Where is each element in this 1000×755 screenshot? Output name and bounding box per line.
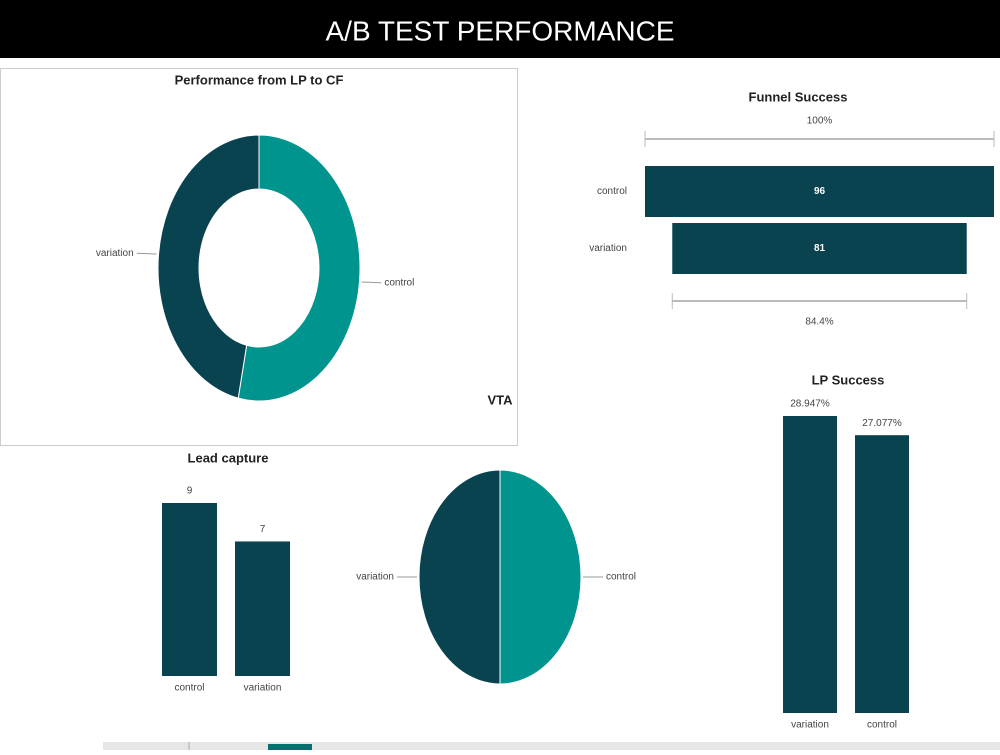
category-label: variation xyxy=(589,243,627,254)
bar xyxy=(162,503,217,676)
chart-title: Lead capture xyxy=(188,450,269,465)
slice-label: control xyxy=(384,277,414,288)
value-label: 9 xyxy=(187,486,193,497)
active-tab[interactable] xyxy=(268,744,312,750)
slice-label: control xyxy=(606,572,636,583)
category-label: variation xyxy=(244,683,282,694)
percent-label: 100% xyxy=(807,116,833,127)
value-label: 27.077% xyxy=(862,418,902,429)
value-label: 7 xyxy=(260,524,266,535)
category-label: variation xyxy=(791,720,829,731)
page-title: A/B TEST PERFORMANCE xyxy=(325,15,674,46)
funnel-bar xyxy=(672,223,967,274)
slice-label: variation xyxy=(96,248,134,259)
leader-line xyxy=(136,252,157,255)
tab-bar xyxy=(103,742,1000,750)
header-bar xyxy=(0,0,1000,58)
value-label: 28.947% xyxy=(790,399,830,410)
bar xyxy=(235,541,290,676)
chart-title: LP Success xyxy=(812,372,885,387)
slice xyxy=(237,134,361,402)
category-label: control xyxy=(174,683,204,694)
leader-line xyxy=(361,281,382,284)
slice xyxy=(157,134,260,399)
category-label: control xyxy=(867,720,897,731)
chart-title: Funnel Success xyxy=(749,89,848,104)
value-label: 81 xyxy=(814,243,826,254)
panel-border xyxy=(0,68,518,446)
chart-title: Performance from LP to CF xyxy=(175,72,344,87)
bar xyxy=(783,416,837,713)
slice xyxy=(418,469,501,685)
annotation: VTA xyxy=(487,392,513,407)
slice-label: variation xyxy=(356,572,394,583)
category-label: control xyxy=(597,186,627,197)
slice xyxy=(499,469,582,685)
percent-label: 84.4% xyxy=(805,317,833,328)
bar xyxy=(855,435,909,713)
funnel-bar xyxy=(645,166,994,217)
value-label: 96 xyxy=(814,186,826,197)
